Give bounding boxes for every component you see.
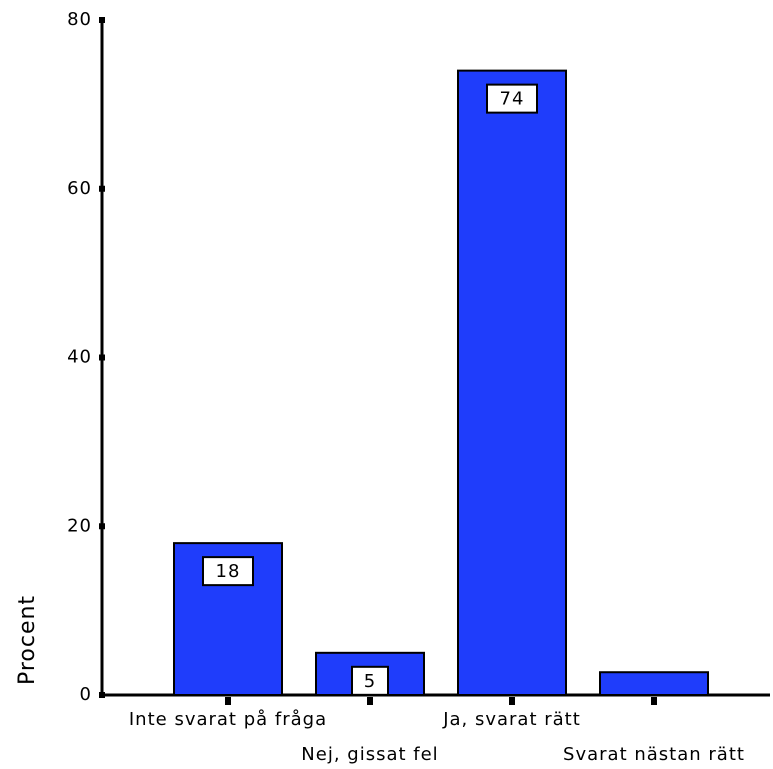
y-tick-label: 40	[67, 347, 92, 368]
x-tick	[651, 697, 657, 705]
x-tick-label: Svarat nästan rätt	[563, 744, 745, 765]
x-tick-label: Ja, svarat rätt	[442, 709, 581, 730]
x-tick-label: Inte svarat på fråga	[129, 709, 327, 730]
bar	[599, 671, 709, 696]
value-label: 74	[500, 89, 525, 110]
y-tick-label: 20	[67, 515, 92, 536]
x-tick-label: Nej, gissat fel	[301, 744, 438, 765]
value-label: 5	[364, 671, 376, 692]
y-tick	[99, 17, 105, 23]
bar	[457, 69, 567, 696]
y-tick-label: 60	[67, 178, 92, 199]
value-label-box	[202, 556, 254, 587]
y-tick-label: 0	[80, 684, 92, 705]
y-tick	[99, 354, 105, 361]
y-tick	[99, 523, 105, 530]
y-axis-label: Procent	[15, 595, 40, 685]
value-label: 18	[216, 561, 241, 582]
y-tick-label: 80	[67, 9, 92, 30]
x-tick	[225, 697, 231, 705]
y-tick	[99, 692, 105, 698]
value-label-box	[486, 83, 538, 114]
x-tick	[509, 697, 515, 705]
x-tick	[367, 697, 373, 705]
value-label-box	[351, 665, 389, 696]
y-tick	[99, 185, 105, 192]
